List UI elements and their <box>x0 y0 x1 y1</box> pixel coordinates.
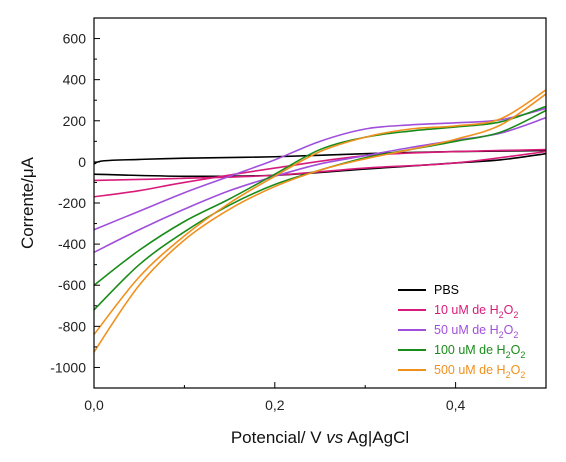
series-10-um-de-h2o2 <box>94 148 546 198</box>
legend-label: PBS <box>434 283 459 297</box>
series-line-50-um-de-h2o2-upper <box>94 107 546 231</box>
series-line-pbs-lower <box>94 152 546 178</box>
y-tick-label: 200 <box>63 113 87 129</box>
x-axis-title: Potencial/ V vs Ag|AgCl <box>231 428 409 447</box>
y-tick-label: -1000 <box>50 359 86 375</box>
y-tick-label: -200 <box>58 195 86 211</box>
legend-label: 100 uM de H2O2 <box>434 343 525 360</box>
series-line-500-um-de-h2o2-lower <box>94 93 546 353</box>
plot-lines <box>94 89 546 353</box>
x-axis-title-suffix: Ag|AgCl <box>343 428 409 447</box>
y-tick-label: 400 <box>63 72 87 88</box>
legend-label: 10 uM de H2O2 <box>434 303 518 320</box>
y-axis-title: Corrente/μA <box>18 156 37 249</box>
x-tick-label: 0,2 <box>265 397 285 413</box>
axes: 600 400 200 0 -200 -400 -600 -800 -1000 0,0 0,2 0,4 <box>50 31 465 413</box>
x-tick-label: 0,0 <box>84 397 104 413</box>
y-tick-label: 0 <box>78 154 86 170</box>
x-axis-title-italic: vs <box>326 428 344 447</box>
series-line-10-um-de-h2o2-lower <box>94 150 546 182</box>
series-500-um-de-h2o2 <box>94 89 546 353</box>
y-tick-label: -600 <box>58 277 86 293</box>
series-line-500-um-de-h2o2-upper <box>94 89 546 336</box>
series-100-um-de-h2o2 <box>94 105 546 311</box>
x-tick-label: 0,4 <box>446 397 466 413</box>
y-tick-label: -400 <box>58 236 86 252</box>
y-tick-label: -800 <box>58 318 86 334</box>
legend-label: 500 uM de H2O2 <box>434 363 525 380</box>
x-axis-title-prefix: Potencial/ V <box>231 428 326 447</box>
legend-label: 50 uM de H2O2 <box>434 323 518 340</box>
legend: PBS 10 uM de H2O2 50 uM de H2O2 100 uM de H… <box>398 283 525 380</box>
series-line-100-um-de-h2o2-upper <box>94 105 546 287</box>
series-50-um-de-h2o2 <box>94 107 546 254</box>
y-tick-label: 600 <box>63 31 87 47</box>
series-line-10-um-de-h2o2-upper <box>94 148 546 198</box>
series-line-100-um-de-h2o2-lower <box>94 109 546 311</box>
